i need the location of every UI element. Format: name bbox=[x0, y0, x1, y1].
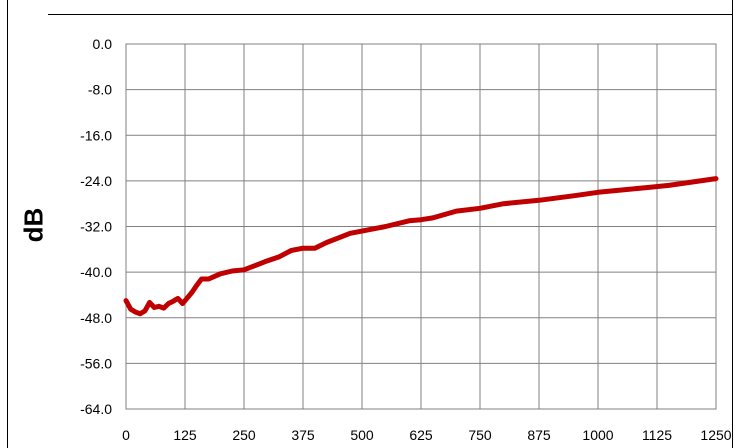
y-tick-label: -64.0 bbox=[80, 401, 112, 417]
series-layer bbox=[123, 176, 719, 317]
x-tick-label: 250 bbox=[232, 427, 256, 443]
y-tick-label: -56.0 bbox=[80, 355, 112, 371]
x-tick-label: 1125 bbox=[642, 427, 672, 443]
x-tick-label: 1000 bbox=[582, 427, 613, 443]
y-tick-label: -16.0 bbox=[80, 127, 112, 143]
y-tick-label: 0.0 bbox=[93, 36, 113, 52]
x-tick-label: 1250 bbox=[700, 427, 731, 443]
y-tick-label: -24.0 bbox=[80, 173, 112, 189]
x-tick-label: 125 bbox=[173, 427, 197, 443]
series-line-0 bbox=[123, 176, 719, 317]
x-tick-label: 625 bbox=[409, 427, 433, 443]
y-tick-label: -40.0 bbox=[80, 264, 112, 280]
frame-right-border bbox=[732, 0, 733, 448]
plot-border bbox=[125, 43, 717, 410]
frame-left-border bbox=[7, 0, 8, 448]
x-tick-label: 500 bbox=[350, 427, 374, 443]
x-tick-label: 375 bbox=[291, 427, 315, 443]
y-tick-label: -32.0 bbox=[80, 219, 112, 235]
y-tick-labels: 0.0 -8.0 -16.0 -24.0 -32.0 -40.0 -48.0 -56.0 -64… bbox=[80, 36, 112, 417]
x-tick-label: 0 bbox=[122, 427, 130, 443]
y-tick-label: -48.0 bbox=[80, 310, 112, 326]
x-tick-label: 750 bbox=[468, 427, 492, 443]
y-tick-label: -8.0 bbox=[88, 82, 112, 98]
grid bbox=[125, 43, 717, 410]
x-tick-label: 875 bbox=[527, 427, 551, 443]
x-tick-labels: 0 125 250 375 500 625 750 875 1000 1125 1250 bbox=[122, 427, 732, 443]
frame-top-border bbox=[48, 14, 732, 15]
